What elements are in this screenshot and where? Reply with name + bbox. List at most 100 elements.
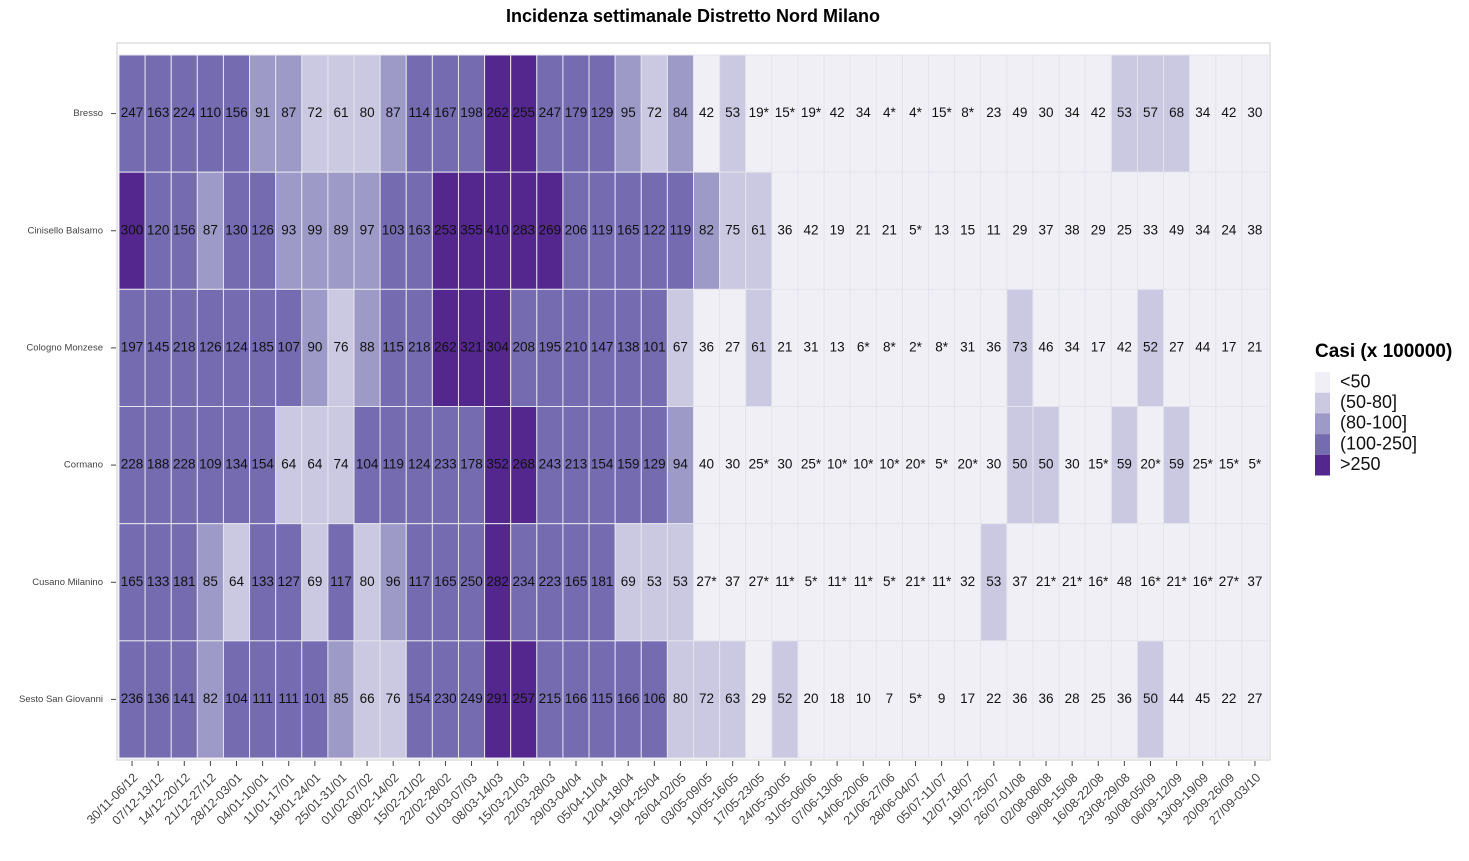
cell-label: 16* [1088,574,1109,589]
cell-label: 236 [121,691,144,706]
cell-label: 11 [987,222,1001,237]
heat-cell [875,288,903,408]
cell-label: 13 [830,339,845,354]
cell-label: 19* [801,105,822,120]
heat-cell [954,288,982,408]
cell-label: 17 [1091,339,1106,354]
cell-label: 32 [960,574,975,589]
cell-label: 72 [647,105,662,120]
cell-label: 111 [252,691,273,706]
cell-label: 101 [304,691,327,706]
cell-label: 215 [539,691,562,706]
cell-label: 10 [856,691,871,706]
cell-label: 36 [699,339,714,354]
cell-label: 218 [173,339,196,354]
heat-cell [222,640,251,759]
cell-label: 53 [986,574,1001,589]
cell-label: 88 [360,339,375,354]
cell-label: 82 [699,222,714,237]
heat-cell [222,406,251,525]
heat-cell [1215,171,1243,290]
cell-label: 30 [725,457,740,472]
heat-cell [1215,288,1243,408]
heat-cell [745,523,773,642]
chart-title: Incidenza settimanale Distretto Nord Mil… [506,6,880,26]
heat-cell [562,523,590,642]
cell-label: 21* [1062,574,1083,589]
cell-label: 27* [1219,574,1240,589]
heat-cell [1006,523,1034,642]
cell-label: 53 [1117,105,1132,120]
cell-label: 228 [173,457,196,472]
cell-label: 20* [905,457,926,472]
heat-cell [849,171,877,290]
heat-cell [379,523,407,642]
heat-cell [405,406,433,525]
cell-label: 93 [281,222,296,237]
heat-cell [849,640,877,759]
heat-cell [875,523,903,642]
cell-label: 97 [360,222,375,237]
heat-cell [379,640,407,759]
cell-label: 156 [173,222,196,237]
cell-label: 198 [460,105,483,120]
cell-label: 37 [1039,222,1054,237]
cell-label: 230 [434,691,457,706]
legend-label: <50 [1340,371,1371,391]
cell-label: 228 [121,457,144,472]
heat-cell [144,523,172,642]
heat-cell [353,288,381,408]
heat-cell [353,406,381,525]
cell-label: 23 [986,105,1001,120]
cell-label: 5* [883,574,897,589]
heat-cell [457,640,486,759]
heat-cell [954,523,982,642]
heat-cell [980,523,1008,642]
heat-cell [901,171,930,290]
cell-label: 104 [356,457,379,472]
cell-label: 42 [1221,105,1236,120]
cell-label: 31 [960,339,975,354]
cell-label: 262 [486,105,509,120]
cell-label: 15* [775,105,796,120]
heat-cell [405,523,433,642]
heat-cell [797,640,825,759]
heat-cell [823,54,851,173]
cell-label: 87 [203,222,218,237]
cell-label: 87 [281,105,296,120]
cell-label: 45 [1195,691,1210,706]
heat-cell [379,54,407,173]
heat-cell [614,54,642,173]
cell-label: 85 [203,574,218,589]
cell-label: 321 [460,339,483,354]
heat-cell [1006,406,1034,525]
cell-label: 15* [1219,457,1240,472]
cell-label: 110 [200,105,222,120]
cell-label: 30 [1039,105,1054,120]
cell-label: 74 [333,457,349,472]
cell-label: 145 [147,339,170,354]
cell-label: 115 [591,691,613,706]
heat-cell [1189,523,1217,642]
cell-label: 111 [278,691,299,706]
cell-label: 269 [539,222,562,237]
cell-label: 5* [1249,457,1263,472]
heat-cell [510,171,538,290]
heat-cell [353,523,381,642]
cell-label: 147 [591,339,614,354]
cell-label: 21* [1036,574,1057,589]
heat-cell [1032,54,1060,173]
cell-label: 165 [617,222,640,237]
heat-cell [353,171,381,290]
cell-label: 119 [382,457,404,472]
cell-label: 34 [1195,105,1211,120]
cell-label: 52 [1143,339,1158,354]
cell-label: 154 [591,457,614,472]
cell-label: 27* [749,574,770,589]
cell-label: 8* [935,339,949,354]
heat-cell [666,171,694,290]
cell-label: 80 [673,691,688,706]
heat-cell [797,288,825,408]
cell-label: 34 [1195,222,1211,237]
